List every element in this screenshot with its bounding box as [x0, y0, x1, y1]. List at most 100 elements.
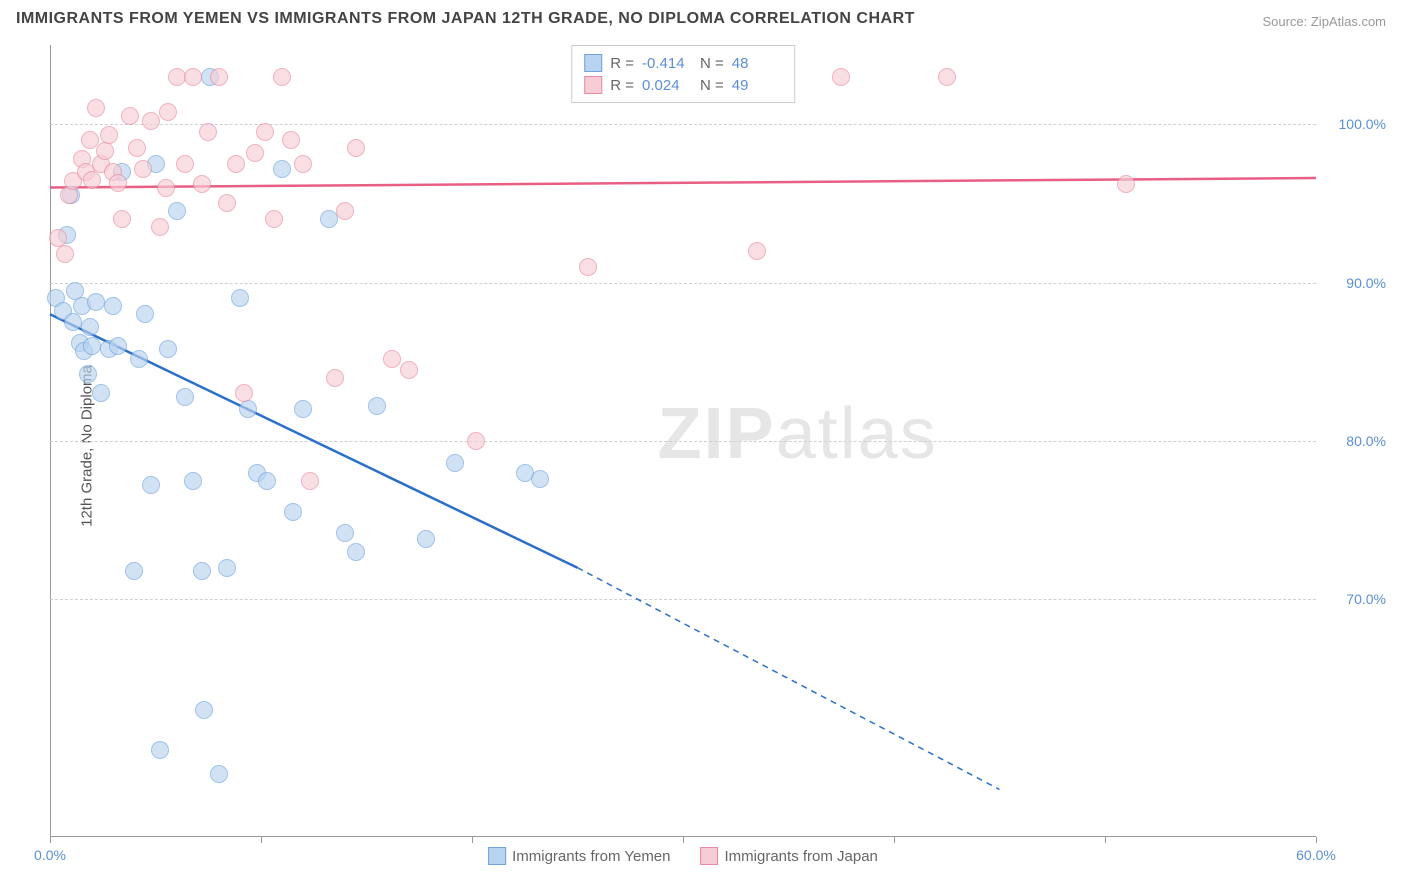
data-point	[531, 470, 549, 488]
data-point	[320, 210, 338, 228]
legend-swatch	[584, 54, 602, 72]
data-point	[383, 350, 401, 368]
data-point	[256, 123, 274, 141]
data-point	[157, 179, 175, 197]
data-point	[81, 318, 99, 336]
data-point	[151, 741, 169, 759]
data-point	[446, 454, 464, 472]
data-point	[218, 559, 236, 577]
legend-top-row: R =-0.414N =48	[584, 52, 782, 74]
data-point	[193, 562, 211, 580]
data-point	[130, 350, 148, 368]
data-point	[368, 397, 386, 415]
data-point	[231, 289, 249, 307]
legend-n-label: N =	[700, 55, 724, 72]
data-point	[136, 305, 154, 323]
data-point	[83, 171, 101, 189]
gridline-horizontal	[50, 441, 1316, 442]
data-point	[125, 562, 143, 580]
data-point	[347, 543, 365, 561]
data-point	[282, 131, 300, 149]
x-tick-mark	[1316, 837, 1317, 843]
data-point	[347, 139, 365, 157]
data-point	[113, 210, 131, 228]
data-point	[265, 210, 283, 228]
data-point	[109, 337, 127, 355]
chart-title: IMMIGRANTS FROM YEMEN VS IMMIGRANTS FROM…	[16, 10, 915, 28]
legend-bottom-item: Immigrants from Yemen	[488, 847, 670, 865]
data-point	[227, 155, 245, 173]
data-point	[104, 297, 122, 315]
data-point	[235, 384, 253, 402]
x-tick-mark	[261, 837, 262, 843]
legend-top-row: R =0.024N =49	[584, 74, 782, 96]
scatter-chart: ZIPatlas R =-0.414N =48R =0.024N =49 Imm…	[50, 45, 1316, 837]
watermark: ZIPatlas	[658, 393, 938, 475]
legend-swatch	[701, 847, 719, 865]
x-tick-label: 0.0%	[34, 847, 66, 863]
x-tick-mark	[1105, 837, 1106, 843]
data-point	[193, 175, 211, 193]
gridline-horizontal	[50, 283, 1316, 284]
data-point	[184, 68, 202, 86]
x-tick-mark	[894, 837, 895, 843]
data-point	[56, 245, 74, 263]
data-point	[294, 155, 312, 173]
data-point	[246, 144, 264, 162]
data-point	[938, 68, 956, 86]
data-point	[168, 202, 186, 220]
data-point	[218, 194, 236, 212]
data-point	[87, 293, 105, 311]
data-point	[284, 503, 302, 521]
data-point	[79, 365, 97, 383]
legend-r-value: 0.024	[642, 77, 692, 94]
data-point	[121, 107, 139, 125]
data-point	[134, 160, 152, 178]
data-point	[87, 99, 105, 117]
x-tick-mark	[50, 837, 51, 843]
data-point	[64, 313, 82, 331]
legend-swatch	[488, 847, 506, 865]
data-point	[210, 765, 228, 783]
data-point	[273, 160, 291, 178]
data-point	[400, 361, 418, 379]
data-point	[92, 384, 110, 402]
gridline-horizontal	[50, 124, 1316, 125]
correlation-legend: R =-0.414N =48R =0.024N =49	[571, 45, 795, 103]
data-point	[239, 400, 257, 418]
data-point	[109, 174, 127, 192]
legend-r-label: R =	[610, 55, 634, 72]
data-point	[176, 388, 194, 406]
source-attribution: Source: ZipAtlas.com	[1262, 14, 1386, 29]
data-point	[128, 139, 146, 157]
data-point	[579, 258, 597, 276]
data-point	[199, 123, 217, 141]
data-point	[301, 472, 319, 490]
data-point	[273, 68, 291, 86]
data-point	[1117, 175, 1135, 193]
data-point	[748, 242, 766, 260]
data-point	[184, 472, 202, 490]
data-point	[159, 103, 177, 121]
data-point	[336, 202, 354, 220]
data-point	[417, 530, 435, 548]
legend-n-value: 49	[732, 77, 782, 94]
data-point	[96, 142, 114, 160]
data-point	[258, 472, 276, 490]
x-tick-mark	[472, 837, 473, 843]
data-point	[176, 155, 194, 173]
data-point	[832, 68, 850, 86]
legend-bottom-item: Immigrants from Japan	[701, 847, 878, 865]
x-tick-label: 60.0%	[1296, 847, 1336, 863]
legend-series-label: Immigrants from Japan	[725, 848, 878, 865]
legend-swatch	[584, 76, 602, 94]
data-point	[142, 476, 160, 494]
data-point	[159, 340, 177, 358]
x-tick-mark	[683, 837, 684, 843]
data-point	[336, 524, 354, 542]
data-point	[151, 218, 169, 236]
legend-r-value: -0.414	[642, 55, 692, 72]
data-point	[168, 68, 186, 86]
y-tick-label: 80.0%	[1326, 433, 1386, 449]
data-point	[142, 112, 160, 130]
